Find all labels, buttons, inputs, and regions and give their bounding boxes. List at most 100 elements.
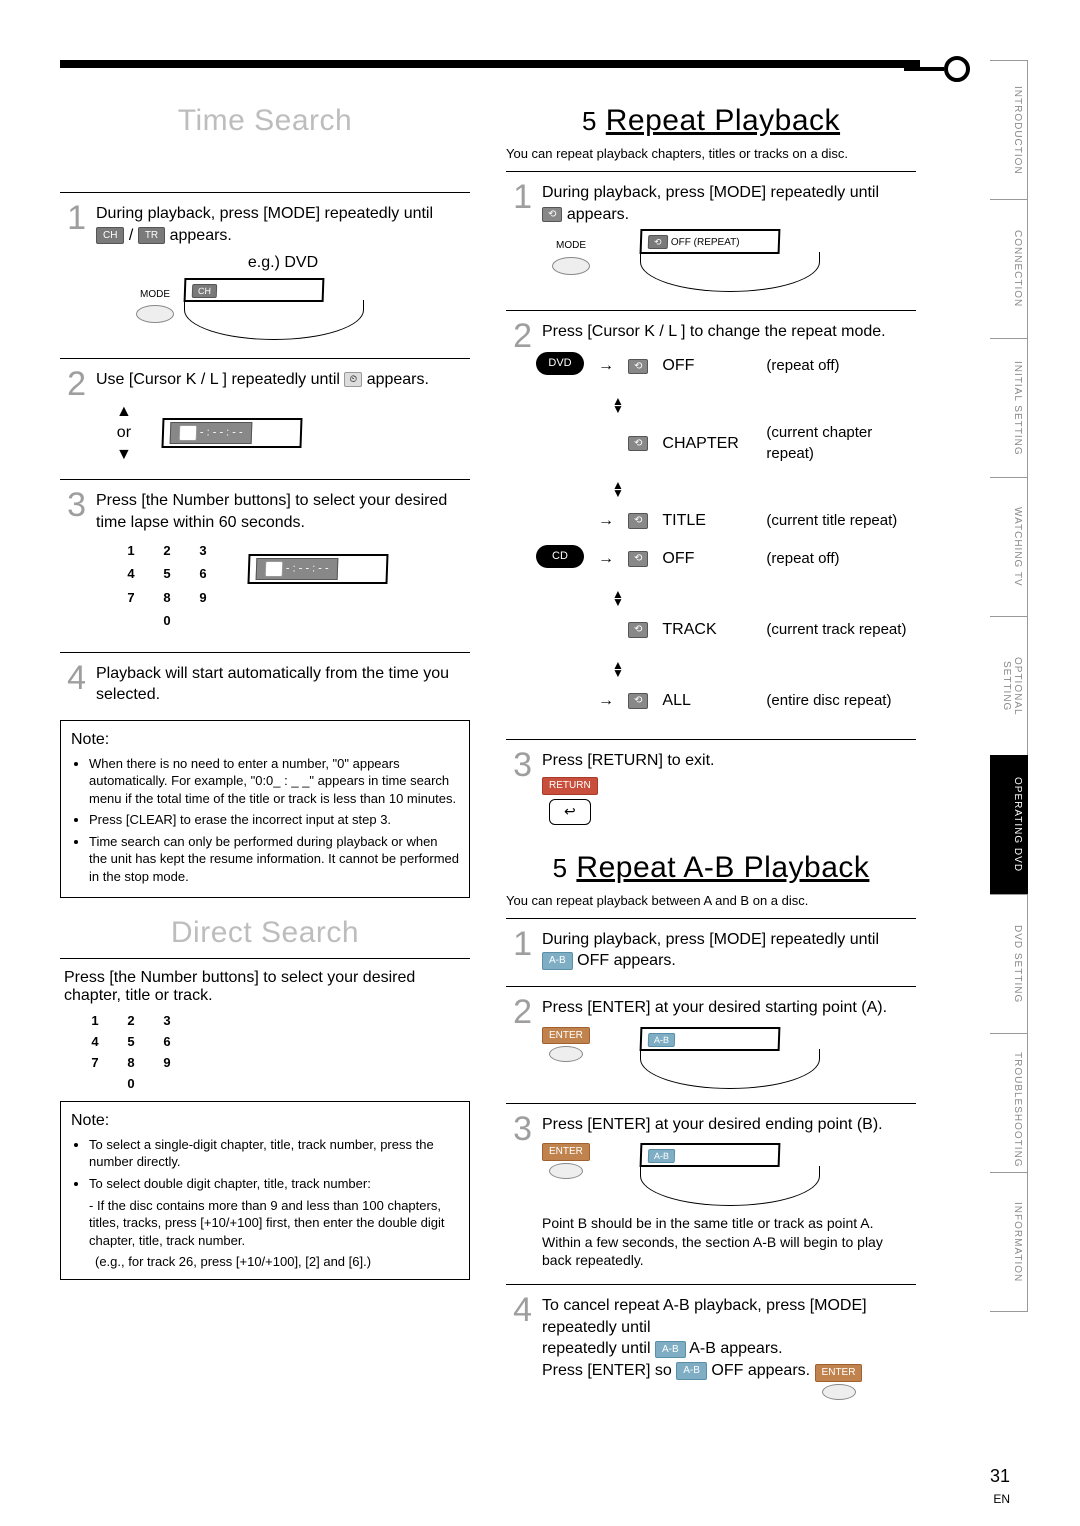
display-indicator: A-B bbox=[639, 1027, 780, 1051]
eg-label: e.g.) DVD bbox=[96, 252, 470, 274]
ab-step-3: 3 Press [ENTER] at your desired ending p… bbox=[506, 1114, 916, 1270]
text: OFF bbox=[577, 952, 609, 969]
mode-button-icon: MODE bbox=[136, 288, 174, 324]
text: Use [Cursor K / L ] repeatedly until bbox=[96, 371, 340, 388]
display-indicator: ⏲ - : - - : - - bbox=[161, 418, 302, 448]
note-label: Note: bbox=[71, 1110, 459, 1132]
step-number: 4 bbox=[506, 1295, 532, 1325]
right-column: 5 Repeat Playback You can repeat playbac… bbox=[506, 98, 916, 1414]
side-tab[interactable]: INITIAL SETTING bbox=[990, 338, 1028, 478]
note-item: Time search can only be performed during… bbox=[89, 833, 459, 886]
display-indicator: A-B bbox=[639, 1143, 780, 1167]
ab-step-2: 2 Press [ENTER] at your desired starting… bbox=[506, 997, 916, 1089]
down-arrow-icon: ▼ bbox=[116, 444, 132, 466]
step-number: 1 bbox=[506, 182, 532, 212]
enter-button-icon: ENTER bbox=[542, 1143, 590, 1179]
side-tab[interactable]: TROUBLESHOOTING bbox=[990, 1033, 1028, 1173]
note-sub: If the disc contains more than 9 and les… bbox=[89, 1198, 445, 1248]
dvd-badge: DVD bbox=[536, 352, 584, 375]
ts-step-3: 3 Press [the Number buttons] to select y… bbox=[60, 490, 470, 637]
ab-step-1: 1 During playback, press [MODE] repeated… bbox=[506, 929, 916, 972]
ab-chip: A-B bbox=[655, 1341, 686, 1359]
text: Press [ENTER] at your desired ending poi… bbox=[542, 1114, 916, 1136]
display-indicator: ⟲ OFF (REPEAT) bbox=[640, 229, 781, 254]
ab-chip: A-B bbox=[676, 1362, 707, 1380]
ab-step-4: 4 To cancel repeat A-B playback, press [… bbox=[506, 1295, 916, 1399]
step-number: 3 bbox=[506, 750, 532, 780]
arc-icon bbox=[640, 1166, 820, 1206]
text: Playback will start automatically from t… bbox=[96, 663, 470, 706]
clock-icon: ⏲ bbox=[344, 372, 362, 388]
repeat-ab-intro: You can repeat playback between A and B … bbox=[506, 893, 916, 908]
manual-page: Time Search 1 During playback, press [MO… bbox=[60, 60, 1020, 1460]
repeat-ab-title: 5 Repeat A-B Playback bbox=[506, 851, 916, 885]
side-tab-active[interactable]: OPERATING DVD bbox=[990, 755, 1028, 895]
text: Press [Cursor K / L ] to change the repe… bbox=[542, 321, 916, 343]
note-sub: (e.g., for track 26, press [+10/+100], [… bbox=[71, 1253, 459, 1271]
rp-step-2: 2 Press [Cursor K / L ] to change the re… bbox=[506, 321, 916, 725]
step-number: 4 bbox=[60, 663, 86, 693]
ds-note-box: Note: To select a single-digit chapter, … bbox=[60, 1101, 470, 1279]
ab-para: Point B should be in the same title or t… bbox=[542, 1214, 916, 1271]
arc-icon bbox=[184, 300, 364, 340]
time-search-title: Time Search bbox=[60, 104, 470, 138]
text: OFF appears. bbox=[711, 1362, 810, 1379]
sep: / bbox=[129, 227, 133, 244]
text: Press [ENTER] at your desired starting p… bbox=[542, 997, 916, 1019]
repeat-intro: You can repeat playback chapters, titles… bbox=[506, 146, 916, 161]
step-number: 1 bbox=[60, 203, 86, 233]
or-text: or bbox=[117, 422, 131, 444]
step-number: 3 bbox=[60, 490, 86, 520]
enter-button-icon: ENTER bbox=[815, 1364, 863, 1400]
dvd-repeat-modes: DVD →⟲OFF(repeat off) ▲▼ →⟲CHAPTER(curre… bbox=[542, 352, 916, 535]
ts-step-4: 4 Playback will start automatically from… bbox=[60, 663, 470, 706]
text: appears. bbox=[170, 227, 232, 244]
direct-search-title: Direct Search bbox=[60, 916, 470, 950]
mode-button-icon: MODE bbox=[552, 239, 590, 275]
up-arrow-icon: ▲ bbox=[116, 401, 132, 423]
text: During playback, press [MODE] repeatedly… bbox=[542, 184, 879, 201]
step-number: 2 bbox=[506, 997, 532, 1027]
ch-chip: CH bbox=[96, 227, 124, 245]
side-tab[interactable]: OPTIONAL SETTING bbox=[990, 616, 1028, 756]
display-indicator: CH bbox=[184, 278, 325, 302]
text: appears. bbox=[367, 371, 429, 388]
rp-step-3: 3 Press [RETURN] to exit. RETURN ↩ bbox=[506, 750, 916, 825]
text: appears. bbox=[614, 952, 676, 969]
side-tab[interactable]: WATCHING TV bbox=[990, 477, 1028, 617]
top-knob-icon bbox=[944, 56, 970, 82]
side-tabs: INTRODUCTION CONNECTION INITIAL SETTING … bbox=[990, 60, 1028, 1311]
step-number: 2 bbox=[506, 321, 532, 351]
page-number: 31EN bbox=[990, 1466, 1010, 1508]
side-tab[interactable]: INFORMATION bbox=[990, 1172, 1028, 1312]
top-rule bbox=[60, 60, 920, 68]
left-column: Time Search 1 During playback, press [MO… bbox=[60, 98, 470, 1414]
cd-repeat-modes: CD →⟲OFF(repeat off) ▲▼ →⟲TRACK(current … bbox=[542, 545, 916, 715]
two-column-layout: Time Search 1 During playback, press [MO… bbox=[60, 98, 1020, 1414]
text: During playback, press [MODE] repeatedly… bbox=[542, 931, 879, 948]
side-tab[interactable]: DVD SETTING bbox=[990, 894, 1028, 1034]
ts-note-box: Note: When there is no need to enter a n… bbox=[60, 720, 470, 898]
side-tab[interactable]: INTRODUCTION bbox=[990, 60, 1028, 200]
text: Press [the Number buttons] to select you… bbox=[96, 490, 470, 533]
repeat-icon: ⟲ bbox=[542, 207, 562, 223]
display-indicator: ⏲ - : - - : - - bbox=[247, 554, 388, 584]
step-number: 3 bbox=[506, 1114, 532, 1144]
side-tab[interactable]: CONNECTION bbox=[990, 199, 1028, 339]
tr-chip: TR bbox=[138, 227, 165, 245]
repeat-title: 5 Repeat Playback bbox=[506, 104, 916, 138]
text: Press [RETURN] to exit. bbox=[542, 750, 916, 772]
note-item: When there is no need to enter a number,… bbox=[89, 755, 459, 808]
text: To cancel repeat A-B playback, press [MO… bbox=[542, 1297, 867, 1336]
text: Press [ENTER] so bbox=[542, 1362, 672, 1379]
return-button-icon: RETURN ↩ bbox=[542, 777, 598, 825]
step-body: During playback, press [MODE] repeatedly… bbox=[96, 203, 470, 344]
ts-step-1: 1 During playback, press [MODE] repeated… bbox=[60, 203, 470, 344]
text: During playback, press [MODE] repeatedly… bbox=[96, 205, 433, 222]
cd-badge: CD bbox=[536, 545, 584, 568]
ds-intro: Press [the Number buttons] to select you… bbox=[64, 969, 470, 1005]
arc-icon bbox=[640, 252, 820, 292]
note-item: Press [CLEAR] to erase the incorrect inp… bbox=[89, 811, 459, 829]
ts-step-2: 2 Use [Cursor K / L ] repeatedly until ⏲… bbox=[60, 369, 470, 465]
step-number: 1 bbox=[506, 929, 532, 959]
